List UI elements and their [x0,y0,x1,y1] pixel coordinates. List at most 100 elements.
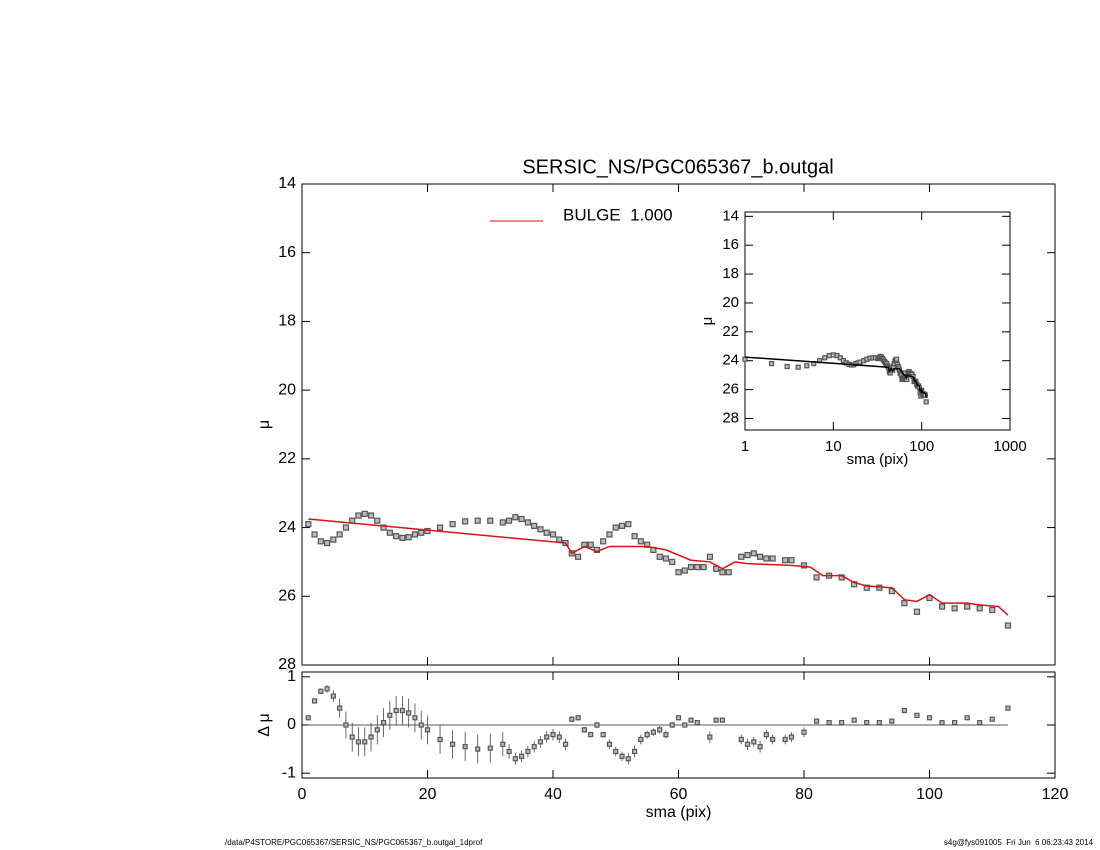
y-tick-label: -1 [282,764,296,781]
y-axis-label: μ [256,420,273,429]
data-point [784,363,790,370]
data-point [305,521,312,528]
data-point [744,551,751,559]
x-tick-label: 120 [1042,786,1069,803]
data-point [387,712,393,718]
data-point [606,531,613,538]
data-point [826,719,832,726]
data-point [644,541,651,548]
data-point [574,553,582,560]
data-point [926,594,933,602]
data-point [505,517,513,524]
data-point [656,553,663,560]
data-point [822,355,828,361]
data-point [374,517,381,524]
y-tick-label: 18 [722,265,739,282]
data-point [412,715,418,721]
data-point [462,744,468,750]
y-tick-label: 22 [722,323,739,340]
data-point [757,744,763,750]
data-point [694,719,700,726]
data-point [311,531,318,538]
data-point [374,727,380,733]
data-point [801,729,807,735]
data-point [462,518,469,525]
data-point [531,744,537,750]
data-point [1005,705,1011,711]
data-point [989,716,995,722]
y-tick-label: 18 [278,313,296,330]
data-point [751,739,757,745]
data-point [587,541,594,548]
data-point [625,756,631,762]
plot-frame [744,211,1011,431]
data-point [355,739,362,745]
data-point [362,739,368,745]
x-axis-label: sma (pix) [847,451,909,468]
x-tick-label: 80 [795,786,813,803]
data-point [594,722,600,728]
data-point [317,538,324,545]
data-point [768,360,775,367]
data-point [713,565,720,572]
y-axis-label: μ [699,317,716,326]
data-point [663,732,669,738]
x-tick-label: 100 [909,438,934,455]
data-point [588,732,594,738]
x-axis-label: sma (pix) [646,804,712,821]
y-tick-label: 14 [722,207,739,224]
y-tick-label: 28 [278,656,296,673]
data-point [550,732,556,738]
data-point [977,719,983,726]
data-point [324,539,331,547]
data-point [512,756,518,762]
data-point [976,605,983,612]
chart-title: SERSIC_NS/PGC065367_b.outgal [522,156,833,178]
data-point [518,515,525,523]
y-tick-label: 22 [278,450,296,467]
data-point [638,736,644,743]
data-point [575,715,581,721]
data-point [556,536,563,543]
y-tick-label: 24 [722,352,739,369]
data-point [744,741,751,747]
data-point [662,555,670,562]
data-point [386,529,393,536]
x-tick-label: 10 [825,438,842,455]
data-point [657,727,663,733]
data-point [669,558,676,566]
data-point [770,736,776,743]
data-point [324,686,330,692]
data-point [893,356,900,362]
data-point [487,517,494,524]
data-point [600,538,607,545]
footer-left: /data/P4STORE/PGC065367/SERSIC_NS/PGC065… [225,838,483,847]
data-point [763,732,769,738]
data-point [813,574,820,581]
x-tick-label: 1000 [993,438,1026,455]
data-point [637,538,644,545]
data-point [738,553,745,560]
data-point [499,519,506,526]
y-axis-label: Δ μ [256,713,273,736]
data-point [474,517,481,524]
data-point [436,524,444,531]
data-point [393,533,400,540]
data-point [788,557,795,564]
data-point [706,553,713,560]
data-point [1004,622,1012,629]
data-point [562,741,569,747]
data-point [700,563,707,571]
data-point [606,741,613,747]
y-tick-label: 1 [287,668,296,685]
data-point [355,512,362,519]
data-point [512,514,519,521]
data-point [682,722,688,728]
data-point [901,707,908,714]
data-point [782,557,789,564]
data-point [681,567,688,574]
y-tick-label: 26 [278,588,296,605]
y-tick-label: 16 [278,244,296,261]
data-point [543,529,550,536]
data-point [756,553,764,560]
